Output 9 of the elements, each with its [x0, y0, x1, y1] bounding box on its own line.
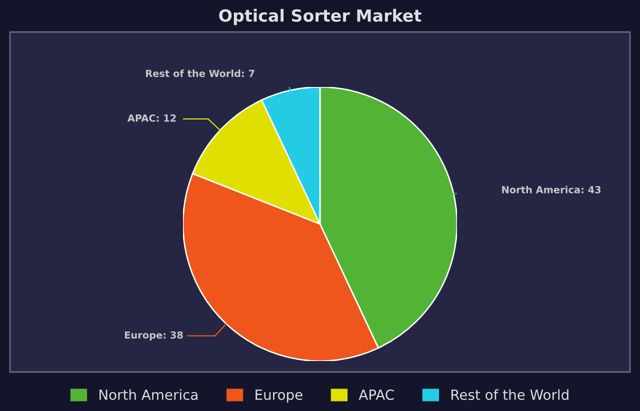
legend-label: Europe: [256, 390, 302, 403]
legend-label: APAC: [358, 389, 394, 400]
data-label: Europe: 38: [124, 331, 183, 341]
data-label: APAC: 12: [127, 114, 176, 122]
data-label: Rest of the World: 7: [146, 70, 254, 78]
chart-title: Optical Sorter Market: [219, 8, 422, 26]
legend-label: Rest of the World: [452, 389, 568, 400]
data-label: North America: 43: [502, 186, 601, 194]
legend-label: North America: [100, 389, 198, 400]
